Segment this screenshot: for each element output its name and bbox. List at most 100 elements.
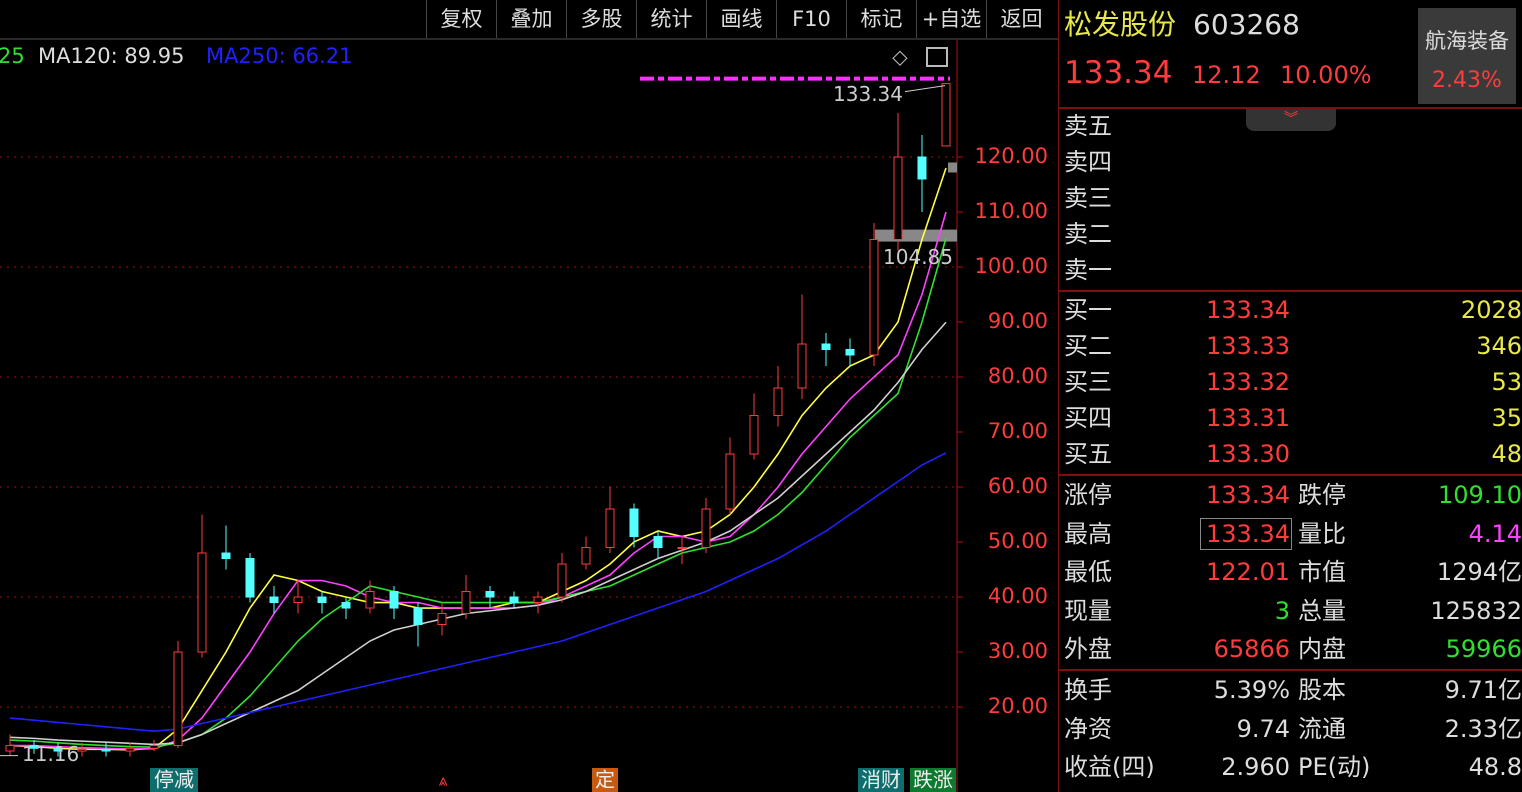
candle-body [173,651,183,747]
candle-body [533,596,543,604]
candle-body [197,552,207,653]
candle-body [773,387,783,417]
candle-body [461,591,471,615]
stat-value: 125832 [1430,596,1522,625]
stock-code: 603268 [1193,8,1300,41]
y-tick-label: 30.00 [988,639,1048,663]
event-label: 定 [595,768,615,792]
ma-line [9,237,947,748]
candle-body [5,745,15,752]
toolbar-button[interactable]: 叠加 [496,0,566,38]
candle-body [53,747,63,752]
candle-body [941,83,951,147]
bid-volume: 2028 [1460,296,1522,324]
high-arrow [904,85,946,93]
pct-change: 10.00% [1280,61,1372,89]
candle-body [557,563,567,598]
marker-label: 104.85 [883,245,953,269]
toolbar-button[interactable]: 标记 [846,0,916,38]
separator [1058,290,1522,292]
stat-label: 跌停 [1298,481,1346,509]
ask-label: 卖五 [1064,112,1112,140]
candle-body [821,343,831,351]
stat-value: 59966 [1445,635,1522,663]
toolbar-button[interactable]: F10 [776,0,846,38]
bid-price: 133.30 [1206,440,1290,468]
ask-label: 卖一 [1064,256,1112,284]
ma-fragment: 25 [0,44,25,68]
ma-line [9,167,947,751]
stat-value: 133.34 [1206,481,1290,509]
candle-body [917,156,927,180]
stat-label: 净资 [1064,714,1112,743]
y-tick-label: 40.00 [988,584,1048,608]
bid-volume: 48 [1491,440,1522,468]
bid-label: 买三 [1064,368,1112,396]
price-change: 12.12 [1192,61,1261,89]
toolbar-button[interactable]: 画线 [706,0,776,38]
stat-value: 1294亿 [1436,558,1522,586]
bid-label: 买四 [1064,404,1112,432]
y-tick-label: 110.00 [975,199,1048,223]
price-band [948,162,957,173]
candle-body [269,596,279,604]
high-label: 133.34 [833,82,903,106]
candle-body [653,536,663,549]
separator [1058,474,1522,476]
stat-value: 48.8 [1468,753,1522,781]
y-tick-label: 50.00 [988,529,1048,553]
collapse-tab[interactable]: ︾ [1246,109,1336,131]
stat-value: 9.74 [1236,714,1290,743]
candle-body [317,596,327,604]
highlight-box [1200,518,1292,550]
sector-pct: 2.43% [1432,68,1502,93]
stat-value: 122.01 [1206,558,1290,586]
candle-body [365,591,375,609]
event-label: 跌涨 [913,768,953,792]
candle-body [845,349,855,356]
stat-label: 量比 [1298,519,1346,548]
candle-body [101,748,111,752]
candle-body [485,591,495,598]
separator [1058,107,1522,109]
candle-body [797,343,807,389]
event-tag [150,768,198,792]
toolbar-button[interactable]: 返回 [986,0,1056,38]
candle-body [701,508,711,549]
stock-name: 松发股份 [1064,8,1177,41]
toolbar-button[interactable]: +自选 [916,0,986,38]
bid-label: 买二 [1064,332,1112,360]
candle-body [629,508,639,538]
candle-body [437,613,447,626]
candle-body [125,747,135,752]
toolbar-button[interactable]: 复权 [426,0,496,38]
candle-body [293,596,303,604]
sector-box[interactable]: 航海装备 2.43% [1418,8,1516,104]
stat-value: 109.10 [1438,481,1522,509]
separator [1058,669,1522,671]
y-tick-label: 80.00 [988,364,1048,388]
stat-label: 换手 [1064,676,1112,704]
stat-value: 133.34 [1206,519,1290,548]
bid-price: 133.32 [1206,368,1290,396]
bid-label: 买一 [1064,296,1112,324]
candle-body [245,558,255,598]
diamond-icon[interactable]: ◇ [892,45,908,69]
window-icon[interactable] [926,47,948,67]
stat-label: 现量 [1064,596,1112,625]
stat-label: 内盘 [1298,635,1346,663]
bid-price: 133.33 [1206,332,1290,360]
event-label: 消财 [861,768,901,792]
toolbar-button[interactable]: 多股 [566,0,636,38]
y-tick-label: 120.00 [975,144,1048,168]
bid-price: 133.31 [1206,404,1290,432]
toolbar-button[interactable]: 统计 [636,0,706,38]
stat-value: 9.71亿 [1444,676,1522,704]
stat-label: 最低 [1064,558,1112,586]
stat-value: 2.33亿 [1444,714,1522,743]
stat-value: 65866 [1213,635,1290,663]
stat-label: 收益(四) [1064,753,1155,781]
stat-value: 2.960 [1221,753,1290,781]
bid-label: 买五 [1064,440,1112,468]
